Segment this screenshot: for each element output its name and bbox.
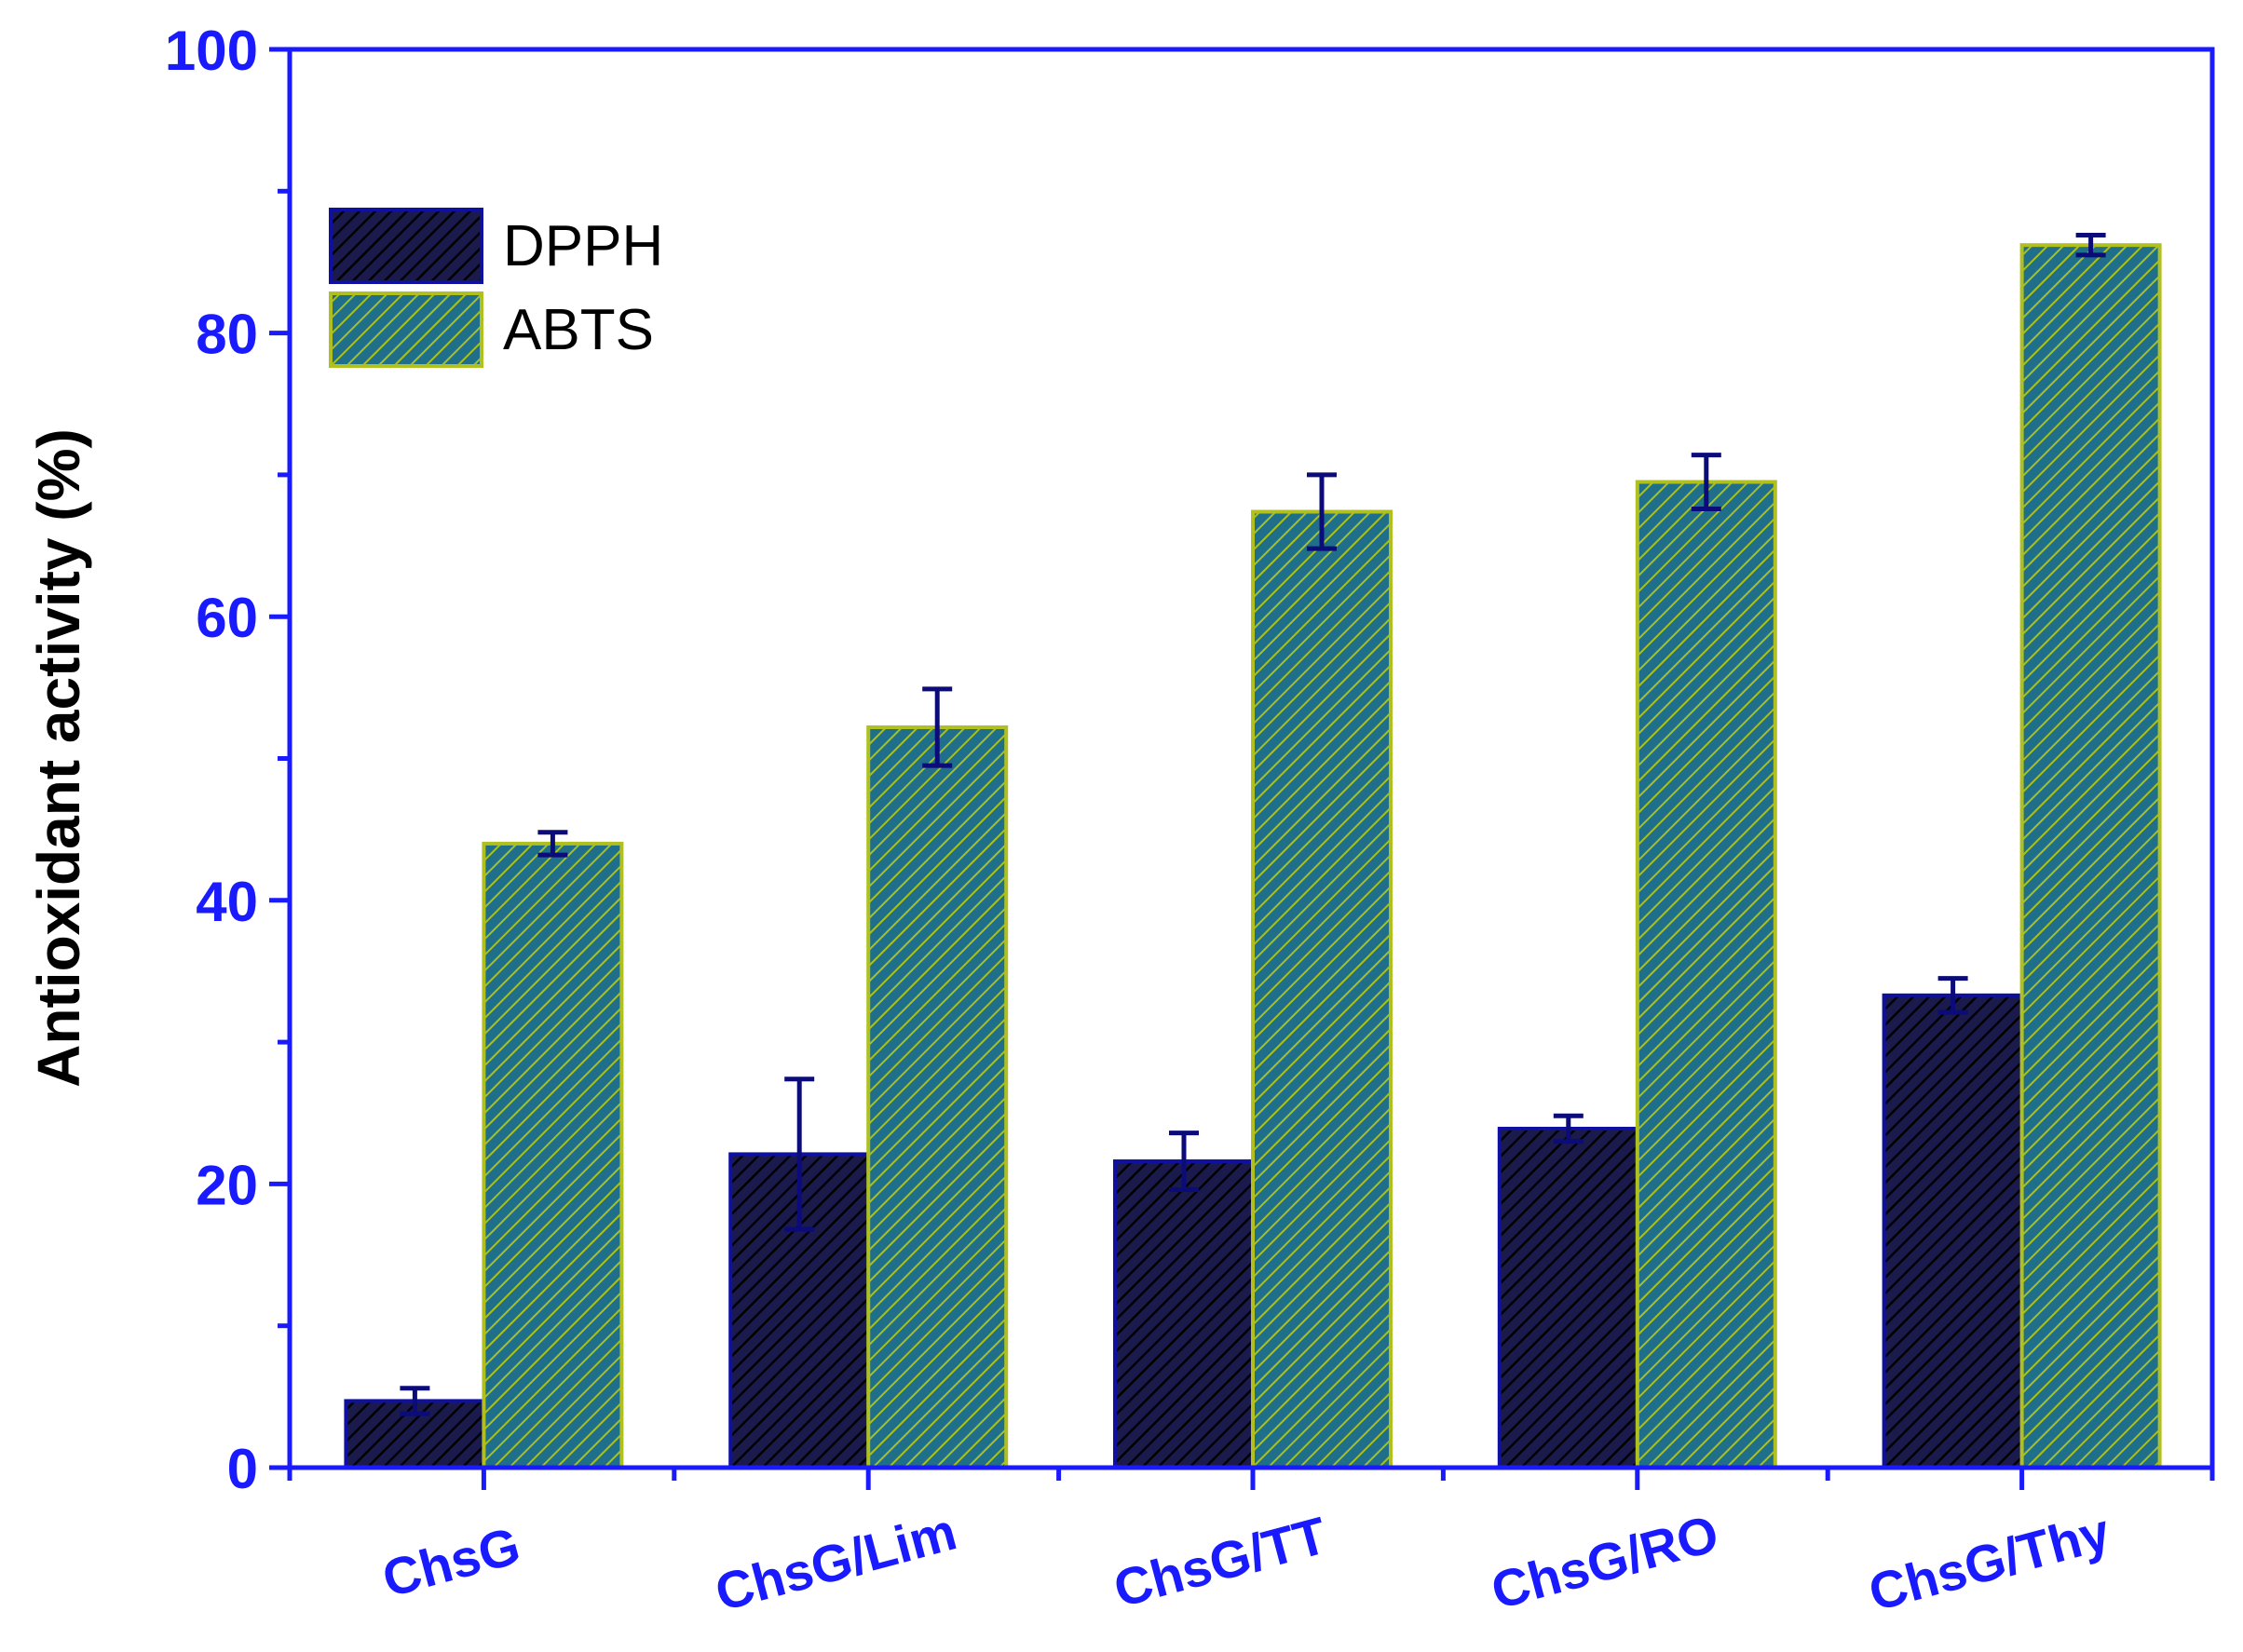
errorbar-abts-2 — [922, 686, 953, 768]
y-tick-label: 80 — [196, 304, 258, 366]
bar-abts-5 — [2019, 243, 2162, 1470]
legend-label: DPPH — [503, 214, 663, 278]
legend-item-abts: ABTS — [329, 291, 654, 368]
errorbar-abts-4 — [1691, 453, 1721, 511]
x-tick-label: ChsG/RO — [1485, 1504, 1724, 1620]
errorbar-dpph-5 — [1937, 976, 1968, 1015]
errorbar-abts-1 — [537, 830, 568, 858]
legend-item-dpph: DPPH — [329, 208, 663, 284]
legend: DPPH ABTS — [329, 208, 663, 368]
legend-swatch — [329, 291, 483, 368]
x-tick-label: ChsG/TT — [1108, 1506, 1333, 1618]
legend-label: ABTS — [503, 298, 654, 362]
bar-abts-3 — [1251, 509, 1393, 1469]
errorbar-dpph-2 — [784, 1077, 815, 1232]
bar-dpph-5 — [1882, 993, 2024, 1469]
x-tick-label: ChsG/Lim — [709, 1502, 962, 1622]
bar-abts-1 — [482, 841, 624, 1469]
x-axis: ChsG ChsG/Lim ChsG/TT ChsG/RO ChsG/Thy — [287, 1468, 2215, 1622]
errorbar-abts-3 — [1307, 472, 1337, 551]
x-tick-label: ChsG — [376, 1515, 526, 1608]
bars-layer — [344, 243, 2162, 1470]
y-tick-label: 100 — [165, 20, 258, 82]
errorbar-dpph-3 — [1169, 1131, 1199, 1192]
y-tick-label: 40 — [196, 871, 258, 933]
y-tick-label: 0 — [227, 1438, 258, 1500]
errorbars-layer — [400, 233, 2106, 1416]
bar-abts-4 — [1635, 480, 1777, 1469]
bar-abts-2 — [866, 724, 1009, 1469]
y-tick-label: 20 — [196, 1154, 258, 1216]
errorbar-dpph-1 — [400, 1386, 430, 1416]
errorbar-dpph-4 — [1553, 1113, 1584, 1144]
y-axis-title: Antioxidant activity (%) — [25, 428, 92, 1088]
y-tick-label: 60 — [196, 587, 258, 649]
y-axis: 0 20 40 60 80 100 — [165, 20, 290, 1500]
legend-swatch — [329, 208, 483, 284]
bar-dpph-4 — [1497, 1127, 1639, 1470]
errorbar-abts-5 — [2075, 233, 2106, 258]
x-tick-label: ChsG/Thy — [1863, 1502, 2116, 1622]
bar-dpph-3 — [1113, 1159, 1255, 1469]
